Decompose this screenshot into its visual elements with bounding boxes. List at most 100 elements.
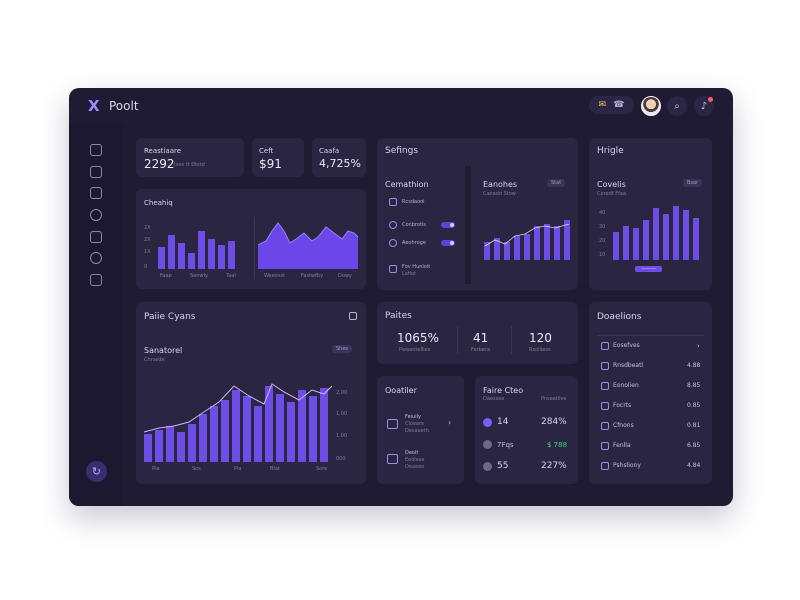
chart-divider — [254, 217, 255, 279]
stat-value: 2292 — [144, 157, 175, 171]
price-left: 7Fqs — [497, 441, 514, 449]
bar — [320, 388, 328, 462]
file-icon[interactable] — [90, 144, 102, 156]
x-tick: Dowy — [338, 273, 352, 279]
list-item-label[interactable]: Fenlla — [613, 442, 631, 449]
setting-label[interactable]: Aeohroge — [402, 240, 426, 246]
doc-icon[interactable] — [90, 166, 102, 178]
toggle-switch[interactable] — [441, 222, 455, 228]
performance-bar-chart — [144, 386, 328, 462]
bar — [693, 218, 699, 260]
chart-badge[interactable]: Shes — [332, 345, 353, 353]
top-bar: X Poolt ✉ ☎ ⌕ ♪ — [69, 88, 733, 124]
logo-icon: X — [88, 97, 100, 115]
price-card: Faire Cteo Daessee Pnsaatiles 14 284% 7F… — [475, 376, 578, 484]
insight-badge[interactable]: Bsar — [683, 179, 703, 187]
quick-actions[interactable]: ✉ ☎ — [589, 96, 634, 114]
chart-sub: Chrasde — [144, 357, 165, 363]
chart-icon[interactable] — [90, 187, 102, 199]
stat-value: 4,725% — [319, 157, 361, 170]
stat-label: Reastiaare — [144, 147, 182, 155]
price-sub: Daessee — [483, 396, 505, 402]
clock-icon[interactable] — [90, 252, 102, 264]
mini-chart-badge[interactable]: Stat — [547, 179, 566, 187]
list-item-label[interactable]: Rnsdbeatl — [613, 362, 644, 369]
contact-title[interactable]: Feiuily — [405, 414, 421, 420]
y-tick: 2,00 — [336, 390, 348, 396]
x-tick: Pla — [152, 466, 160, 472]
price-dot — [483, 418, 492, 427]
bar — [643, 220, 649, 260]
expand-icon[interactable] — [349, 312, 357, 320]
bar — [683, 210, 689, 260]
bar — [144, 434, 152, 462]
insight-card: Hrigle Covelis Coredt Ffaa Bsar 40 30 20… — [589, 138, 712, 290]
sidebar: ↻ — [69, 124, 123, 506]
list-item-icon — [601, 382, 609, 390]
bar — [177, 432, 185, 462]
setting-sub: Lafiot — [402, 271, 417, 277]
stat-card-3[interactable]: Caafa 4,725% — [312, 138, 366, 177]
list-item-label[interactable]: Eosefves — [613, 342, 640, 349]
dashboard-window: X Poolt ✉ ☎ ⌕ ♪ ↻ Reastiaare 2292 tsvs t… — [69, 88, 733, 506]
bar — [232, 390, 240, 462]
card-title: Paites — [385, 311, 412, 321]
insight-sub-title: Covelis — [597, 180, 626, 189]
contact-line: Desaaeth — [405, 428, 429, 434]
bar — [309, 396, 317, 462]
list-item-value: 4.88 — [687, 362, 701, 369]
bar — [155, 430, 163, 462]
settings-icon — [389, 239, 397, 247]
bar — [653, 208, 659, 260]
list-item-label[interactable]: Eonolien — [613, 382, 639, 389]
chart-legend: ——— — [635, 266, 662, 272]
card-title: Ooatiler — [385, 386, 417, 395]
card-title: Faire Cteo — [483, 386, 524, 395]
box-icon[interactable] — [90, 231, 102, 243]
image-icon — [389, 265, 397, 273]
setting-label[interactable]: Conbrotis — [402, 222, 426, 228]
stat-card-2[interactable]: Ceft $91 — [252, 138, 304, 177]
overview-chart-card: Cheahiq 2X 2X 1X 0 Faap Senwfy Taal Weeo… — [136, 189, 366, 289]
summary-label: Pweantellies — [399, 347, 431, 353]
chevron-right-icon[interactable]: › — [448, 418, 452, 427]
list-item-value[interactable]: › — [697, 342, 700, 350]
toggle-switch[interactable] — [441, 240, 455, 246]
notification-dot — [708, 97, 713, 102]
bar — [633, 228, 639, 260]
contact-title[interactable]: Deoit — [405, 450, 419, 456]
bell-icon[interactable]: ☎ — [613, 100, 625, 110]
mail-icon[interactable]: ✉ — [598, 100, 607, 110]
contact-line: Eoolsae — [405, 457, 425, 463]
bar — [158, 247, 165, 269]
search-button[interactable]: ⌕ — [667, 96, 687, 116]
notifications-button[interactable]: ♪ — [694, 96, 714, 116]
bar — [265, 386, 273, 462]
bar — [504, 242, 510, 260]
list-item-icon — [601, 402, 609, 410]
area-line — [258, 222, 358, 246]
list-item-label[interactable]: Cfnons — [613, 422, 634, 429]
divider — [511, 326, 512, 354]
refresh-button[interactable]: ↻ — [86, 461, 107, 482]
edit-icon — [387, 454, 398, 464]
y-tick: 0 — [144, 264, 148, 270]
globe-icon[interactable] — [90, 209, 102, 221]
contact-line: Cloeare — [405, 421, 425, 427]
chart-sub-title: Sanatorel — [144, 346, 183, 355]
stat-label: Caafa — [319, 147, 340, 155]
avatar[interactable] — [641, 96, 661, 116]
list-item-label[interactable]: Focrts — [613, 402, 632, 409]
stat-label: Ceft — [259, 147, 274, 155]
setting-label[interactable]: Fov Hunloit — [402, 264, 431, 270]
donations-card: Doaelions Eosefves › Rnsdbeatl 4.88 Eono… — [589, 302, 712, 484]
y-tick: 000 — [336, 456, 346, 462]
price-right: 284% — [541, 417, 567, 427]
setting-label[interactable]: Rcsdaooi — [402, 199, 425, 205]
y-tick: 20 — [599, 238, 606, 244]
list-item-label[interactable]: Pshsliony — [613, 462, 641, 469]
check-icon[interactable] — [90, 274, 102, 286]
x-tick: Sos — [192, 466, 201, 472]
stat-card-1[interactable]: Reastiaare 2292 tsvs tt Dtstd — [136, 138, 244, 177]
list-item-value: 0.85 — [687, 402, 701, 409]
